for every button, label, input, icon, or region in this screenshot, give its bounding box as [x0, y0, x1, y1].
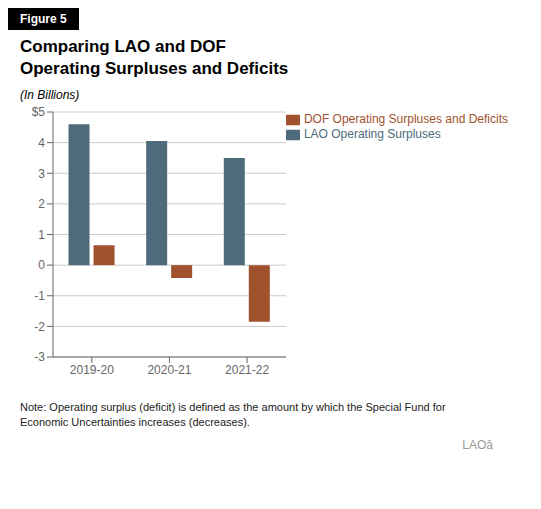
- html-text:Figure 5: Figure 5: [20, 12, 67, 26]
- html-text:Note: Operating surplus (defic: Note: Operating surplus (deficit) is def…: [20, 401, 446, 428]
- svg-text:4: 4: [38, 136, 45, 150]
- html-text:(In Billions): (In Billions): [20, 88, 80, 102]
- svg-text:2019-20: 2019-20: [70, 363, 114, 377]
- svg-text:3: 3: [38, 167, 45, 181]
- html-text:LAOâ: LAOâ: [462, 438, 493, 452]
- html-text:DOF Operating Surpluses and De: DOF Operating Surpluses and Deficits: [303, 112, 508, 126]
- html-text:Comparing LAO and DOF Operatin: Comparing LAO and DOF Operating Surpluse…: [20, 37, 289, 78]
- svg-text:2: 2: [38, 197, 45, 211]
- html-text:LAO Operating Surpluses: LAO Operating Surpluses: [303, 126, 441, 141]
- svg-text:-1: -1: [34, 289, 45, 303]
- svg-text:-2: -2: [34, 320, 45, 334]
- svg-text:1: 1: [38, 228, 45, 242]
- svg-text:2020-21: 2020-21: [147, 363, 191, 377]
- svg-text:0: 0: [38, 258, 45, 272]
- svg-text:-3: -3: [34, 350, 45, 364]
- svg-text:$5: $5: [32, 105, 46, 119]
- svg-text:2021-22: 2021-22: [225, 363, 269, 377]
